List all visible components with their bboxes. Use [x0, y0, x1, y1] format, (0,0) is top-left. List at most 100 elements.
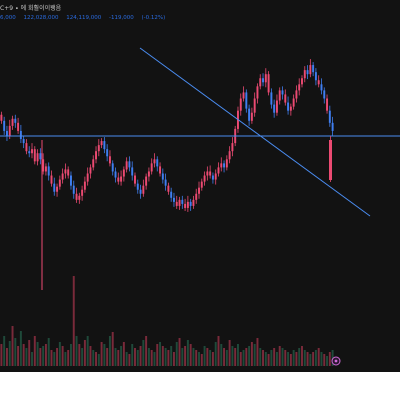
- candle-body: [270, 92, 273, 105]
- volume-bar: [58, 342, 61, 366]
- volume-bar: [39, 348, 42, 366]
- candle-body: [184, 203, 187, 208]
- candle-body: [192, 199, 195, 206]
- volume-bar: [67, 350, 70, 366]
- volume-bar: [25, 348, 28, 366]
- candle-body: [228, 151, 231, 160]
- volume-bar: [5, 348, 8, 366]
- volume-bar: [120, 346, 123, 366]
- volume-bar: [156, 344, 159, 366]
- ohlc-change-value: (-0.12%): [141, 15, 166, 21]
- volume-bar: [178, 338, 181, 366]
- volume-bar: [298, 348, 301, 366]
- candle-body: [114, 171, 117, 178]
- volume-bar: [100, 342, 103, 366]
- volume-bar: [97, 354, 100, 366]
- candle-body: [284, 94, 287, 103]
- volume-bar: [89, 346, 92, 366]
- candle-body: [312, 65, 315, 73]
- candle-body: [0, 114, 3, 121]
- candle-body: [292, 98, 295, 107]
- candle-body: [61, 173, 64, 180]
- volume-bar: [217, 336, 220, 366]
- candle-body: [128, 161, 131, 168]
- candle-body: [8, 125, 11, 136]
- candle-body: [78, 195, 81, 200]
- candle-body: [150, 163, 153, 172]
- replay-icon[interactable]: [331, 356, 341, 366]
- volume-bar: [264, 352, 267, 366]
- volume-bar: [167, 350, 170, 366]
- candle-body: [153, 159, 156, 164]
- candle-body: [198, 187, 200, 194]
- candle-body: [100, 141, 103, 146]
- candle-body: [256, 86, 259, 99]
- volume-bar: [28, 340, 31, 366]
- volume-bar: [56, 348, 59, 366]
- volume-bar: [181, 348, 184, 366]
- candle-body: [134, 175, 136, 184]
- candle-body: [320, 84, 323, 91]
- candle-body: [42, 159, 45, 172]
- candle-body: [95, 151, 97, 160]
- volume-bar: [326, 356, 329, 366]
- volume-bar: [186, 340, 189, 366]
- chart-screen[interactable]: C+9 ∙ 에 회훨이이왱음 6,000 122,028,000 124,119…: [0, 0, 400, 372]
- price-chart[interactable]: [0, 0, 400, 372]
- volume-bar: [64, 352, 67, 366]
- volume-bar: [92, 350, 95, 366]
- ohlc-readout: 6,000 122,028,000 124,119,000 -119,000 (…: [0, 15, 171, 24]
- volume-bar: [3, 336, 6, 366]
- candle-body: [262, 78, 264, 83]
- volume-bar: [17, 346, 20, 366]
- volume-bar: [328, 352, 331, 366]
- ohlc-close-value: -119,000: [109, 15, 134, 21]
- volume-bar: [108, 336, 111, 366]
- candle-body: [326, 98, 329, 111]
- candle-body: [31, 149, 33, 154]
- volume-bar: [256, 338, 259, 366]
- volume-bar: [309, 354, 312, 366]
- volume-bar: [125, 352, 128, 366]
- candle-body: [131, 167, 134, 176]
- chart-header: C+9 ∙ 에 회훨이이왱음: [0, 3, 67, 13]
- candle-body: [72, 185, 75, 194]
- candle-body: [259, 78, 262, 87]
- candle-body: [211, 175, 214, 180]
- volume-bar: [250, 342, 253, 366]
- volume-bar: [95, 352, 97, 366]
- volume-bar: [150, 350, 153, 366]
- volume-bar: [159, 342, 162, 366]
- candle-body: [248, 108, 251, 121]
- candle-body: [33, 149, 36, 162]
- volume-bar: [200, 354, 203, 366]
- ohlc-low-value: 124,119,000: [66, 15, 102, 21]
- candle-body: [245, 92, 248, 109]
- volume-bar: [61, 346, 64, 366]
- volume-bar: [209, 350, 212, 366]
- volume-bar: [164, 348, 167, 366]
- candle-body: [108, 156, 111, 164]
- candle-body: [331, 122, 334, 131]
- volume-bar: [312, 352, 315, 366]
- candle-body: [289, 106, 292, 111]
- candle-body: [86, 173, 89, 182]
- candle-body: [306, 70, 309, 75]
- volume-bar: [234, 348, 237, 366]
- candle-body: [301, 78, 303, 85]
- volume-bar: [70, 344, 72, 366]
- candle-body: [19, 130, 22, 140]
- volume-bar: [75, 336, 78, 366]
- volume-bar: [314, 350, 317, 366]
- candle-body: [147, 171, 150, 177]
- volume-bar: [145, 336, 148, 366]
- volume-bar: [11, 326, 14, 366]
- volume-bar: [86, 336, 89, 366]
- volume-bar: [320, 352, 323, 366]
- volume-bar: [128, 354, 131, 366]
- candle-body: [53, 183, 56, 192]
- volume-bar: [22, 344, 25, 366]
- candle-body: [25, 143, 28, 152]
- volume-bar: [117, 350, 120, 366]
